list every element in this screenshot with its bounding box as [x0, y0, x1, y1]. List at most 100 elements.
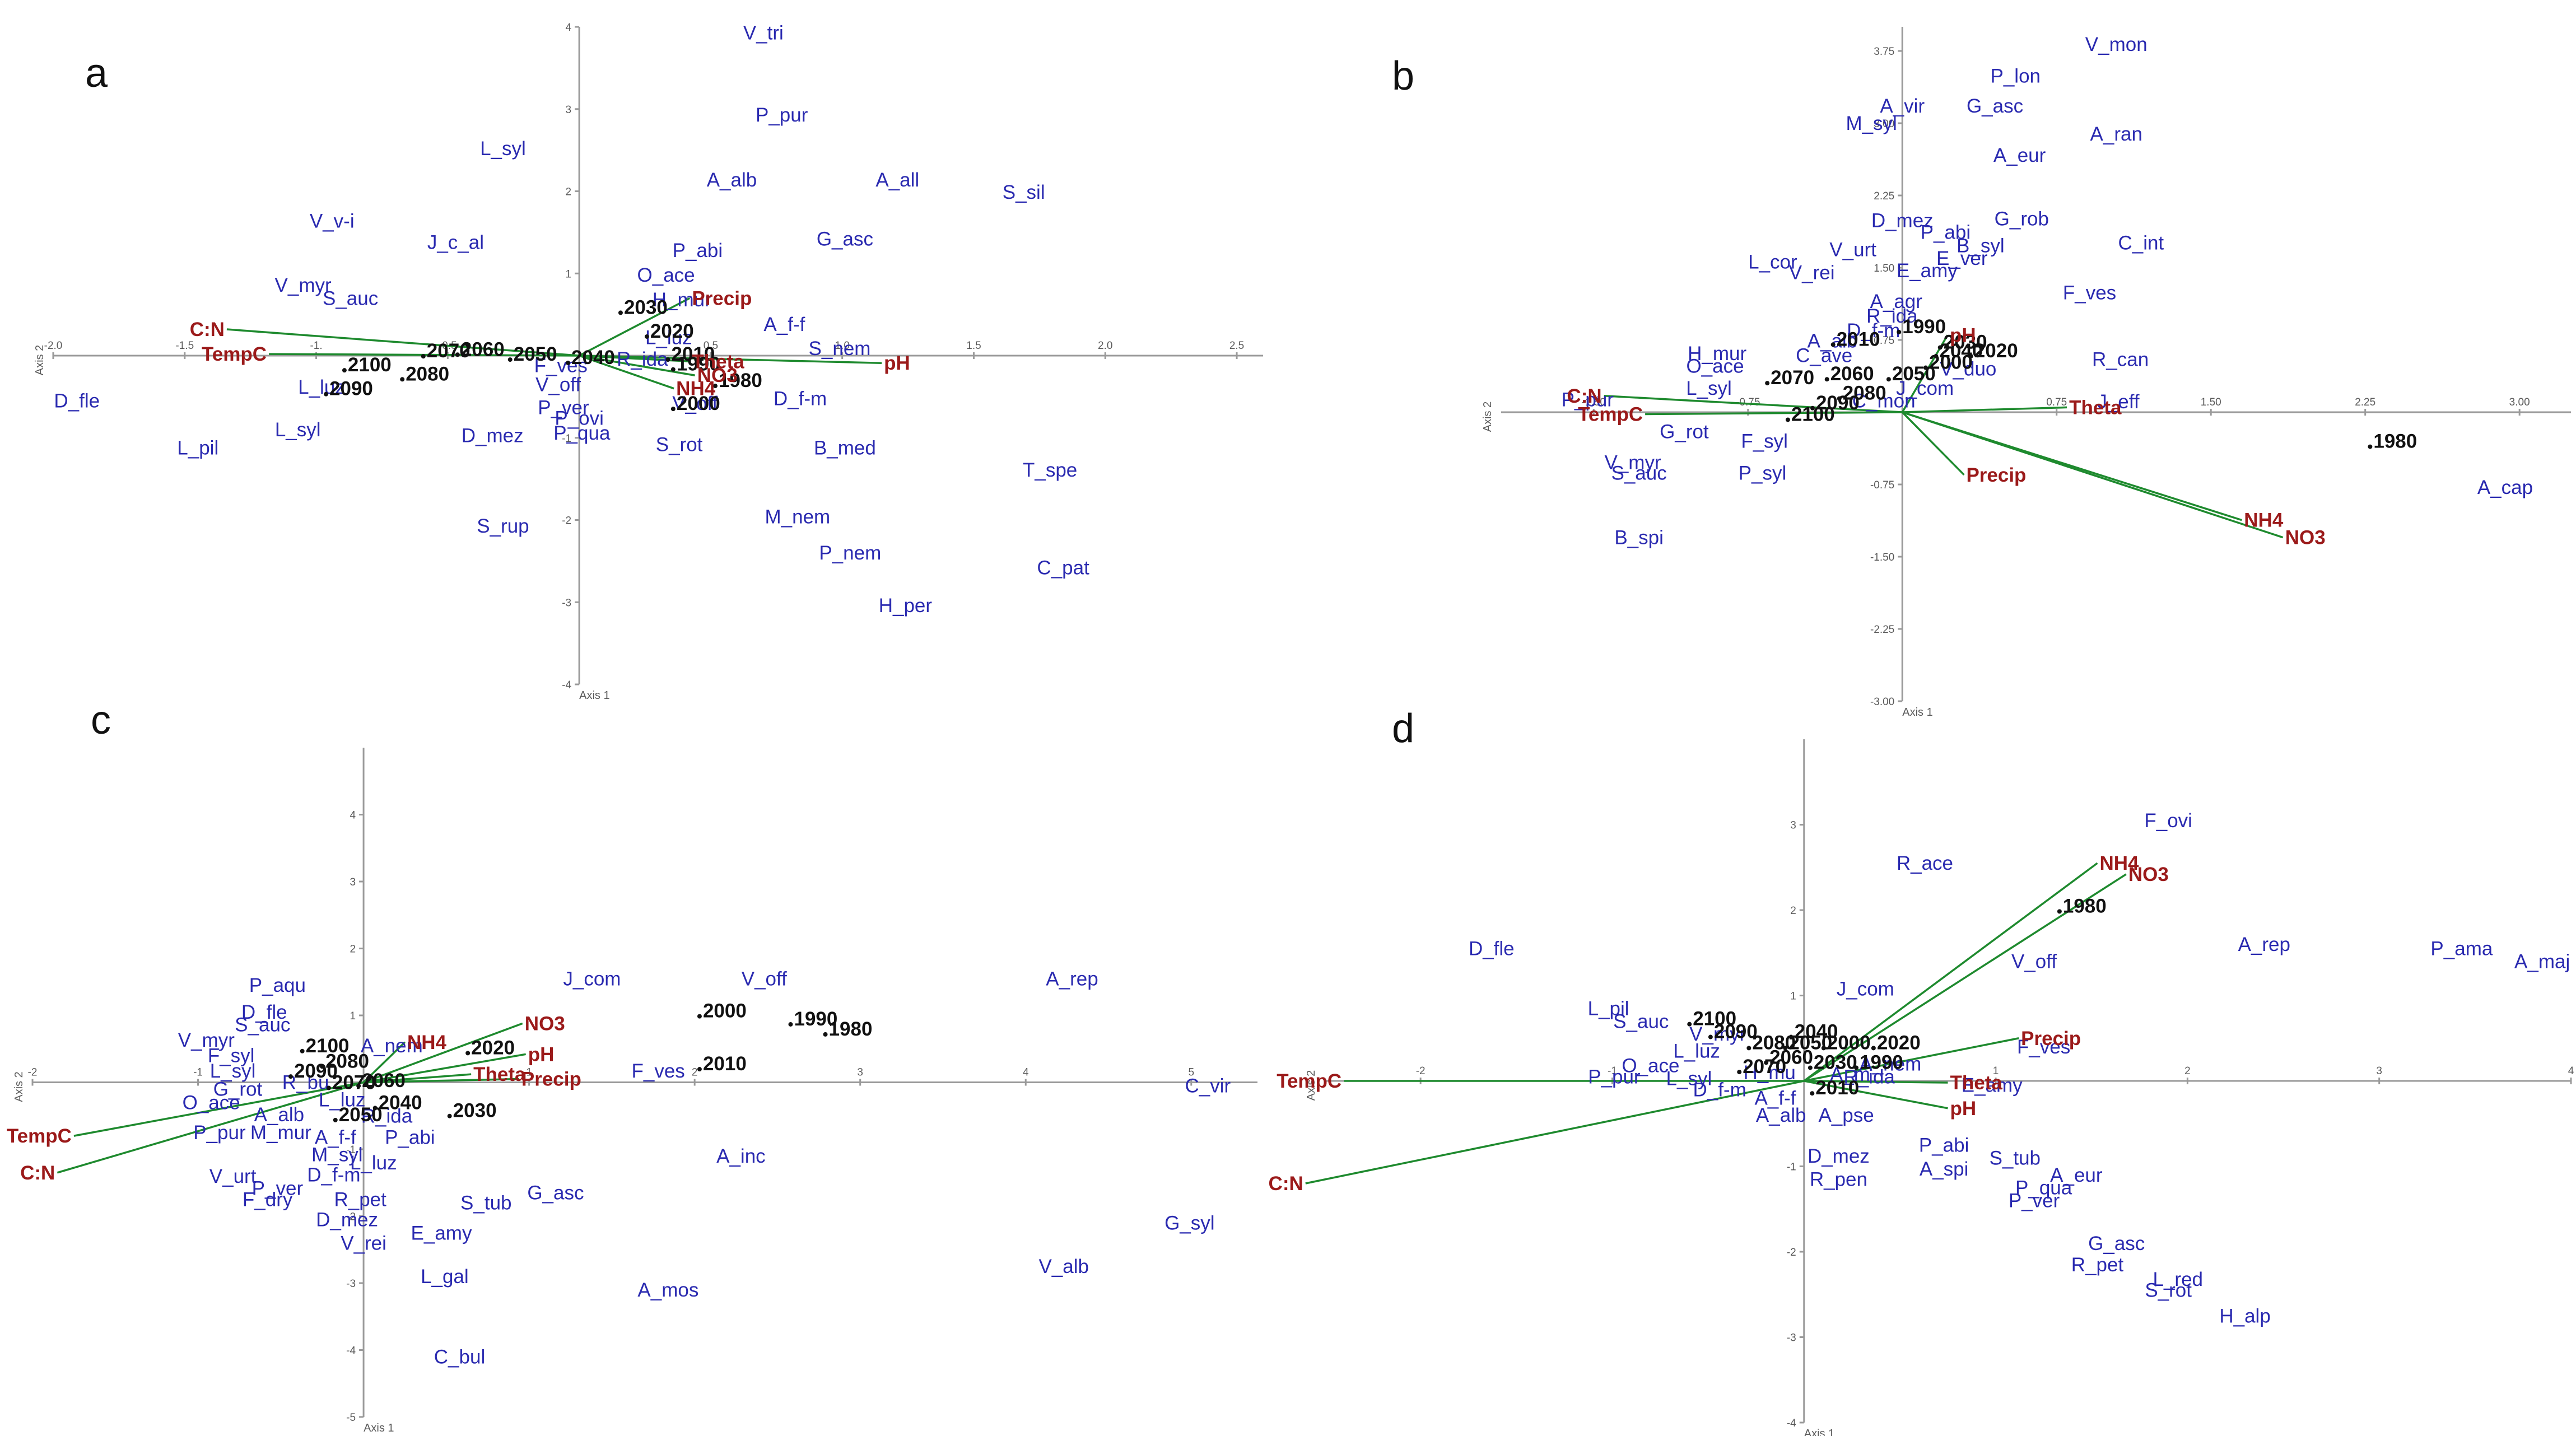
- y-tick-label: -1: [562, 433, 571, 445]
- year-point: [1810, 405, 1815, 411]
- year-label: 1990: [794, 1008, 837, 1030]
- year-label: 2080: [1843, 383, 1886, 404]
- species-label: S_tub: [1990, 1147, 2041, 1169]
- x-tick-label: 5: [1188, 1067, 1194, 1079]
- year-label: 2100: [1791, 403, 1835, 425]
- x-tick-label: -1.50: [1582, 397, 1606, 408]
- env-vector-label: NH4: [2244, 510, 2284, 531]
- y-tick-label: 2: [350, 944, 356, 955]
- species-label: A_rep: [1046, 968, 1098, 990]
- species-label: S_sil: [1003, 181, 1045, 203]
- species-label: L_syl: [480, 138, 526, 160]
- year-point: [356, 1083, 361, 1088]
- year-point: [1687, 1022, 1692, 1027]
- env-vector-label: TempC: [7, 1125, 72, 1147]
- species-label: S_tub: [460, 1192, 511, 1214]
- species-label: A_m: [1830, 1064, 1870, 1085]
- env-vector-label: Theta: [692, 351, 744, 372]
- year-point: [1810, 1091, 1815, 1096]
- species-label: L_luz: [1673, 1041, 1720, 1062]
- species-label: D_fle: [54, 390, 100, 412]
- x-tick-label: 2.0: [1098, 340, 1112, 352]
- species-label: P_pur: [193, 1122, 246, 1144]
- year-point: [342, 368, 347, 373]
- year-point: [507, 357, 513, 362]
- x-tick-label: 1: [1993, 1065, 1999, 1077]
- panel-a: a-2.0-1.5-1.-0.50.51.01.52.02.5-4-3-2-11…: [34, 22, 1263, 702]
- y-axis-title: Axis 2: [1482, 402, 1494, 432]
- env-vector-label: TempC: [1277, 1070, 1341, 1092]
- y-tick-label: 1: [566, 268, 572, 280]
- species-label: E_amy: [1962, 1075, 2023, 1097]
- species-label: L_luz: [645, 327, 692, 349]
- species-label: L_pil: [177, 437, 218, 459]
- species-label: V_off: [742, 968, 787, 990]
- species-label: M_mur: [250, 1122, 311, 1144]
- species-label: A_maj: [2514, 951, 2570, 973]
- env-vector: [579, 355, 882, 364]
- species-label: P_ver: [2009, 1190, 2060, 1212]
- species-label: S_rot: [656, 433, 703, 455]
- species-label: P_pur: [1562, 389, 1614, 411]
- year-label: 2000: [1827, 1032, 1871, 1053]
- species-label: P_abi: [1921, 221, 1971, 243]
- species-label: P_pur: [756, 104, 808, 126]
- species-label: C_mon: [1852, 390, 1916, 412]
- year-point: [1968, 353, 1973, 358]
- species-label: C_bul: [434, 1346, 485, 1368]
- year-point: [324, 391, 329, 397]
- species-label: O_ace: [1622, 1055, 1679, 1077]
- env-vector-label: C:N: [1269, 1173, 1303, 1195]
- y-tick-label: 1: [350, 1010, 356, 1022]
- year-label: 2100: [1693, 1008, 1736, 1030]
- y-tick-label: 2: [1790, 905, 1796, 917]
- species-label: L_luz: [350, 1152, 397, 1174]
- species-label: A_nem: [1859, 1053, 1921, 1075]
- year-label: 2010: [671, 343, 715, 365]
- year-point: [1824, 377, 1829, 382]
- year-label: 1980: [2373, 431, 2417, 453]
- species-label: L_luz: [298, 376, 345, 398]
- species-label: J_eff: [2097, 391, 2140, 413]
- species-label: A_mos: [637, 1279, 698, 1301]
- species-label: F_syl: [1741, 431, 1788, 453]
- year-label: 1980: [829, 1018, 873, 1040]
- species-label: V_off: [535, 374, 581, 395]
- species-label: A_agr: [1870, 291, 1923, 313]
- species-label: T_spe: [1023, 459, 1077, 481]
- env-vector-label: NO3: [697, 365, 738, 386]
- species-label: A_all: [875, 169, 919, 191]
- env-vector: [579, 355, 696, 376]
- x-axis-title: Axis 1: [1804, 1428, 1834, 1436]
- species-label: P_syl: [1739, 462, 1787, 484]
- env-vector: [1902, 406, 2067, 413]
- species-label: V_mon: [2085, 34, 2148, 55]
- species-label: S_nem: [809, 338, 871, 360]
- species-label: G_asc: [2088, 1233, 2145, 1255]
- year-point: [326, 1085, 331, 1090]
- species-label: R_ace: [1897, 852, 1953, 874]
- y-tick-label: 3.75: [1874, 46, 1894, 58]
- year-label: 2070: [332, 1072, 376, 1094]
- year-point: [1785, 417, 1790, 422]
- year-point: [1897, 329, 1902, 334]
- species-label: H_per: [879, 595, 933, 617]
- x-tick-label: -1: [1608, 1065, 1617, 1077]
- year-label: 2040: [379, 1092, 422, 1113]
- panel-letter: c: [91, 698, 111, 743]
- y-axis-title: Axis 2: [1305, 1070, 1317, 1101]
- year-label: 2080: [406, 363, 449, 385]
- species-label: V_myr: [178, 1029, 235, 1051]
- y-tick-label: -4: [562, 679, 571, 691]
- y-tick-label: 1: [1790, 991, 1796, 1003]
- species-label: M_syl: [1846, 113, 1897, 134]
- species-label: F_ves: [2063, 282, 2116, 304]
- panel-letter: a: [85, 51, 108, 96]
- year-point: [1808, 1065, 1813, 1070]
- species-label: V_myr: [1689, 1023, 1746, 1045]
- species-label: P_abi: [1919, 1134, 1969, 1156]
- env-vector: [364, 1078, 519, 1084]
- species-label: G_rot: [213, 1078, 263, 1100]
- year-label: 2020: [471, 1037, 515, 1059]
- env-vector-label: NO3: [2285, 527, 2326, 549]
